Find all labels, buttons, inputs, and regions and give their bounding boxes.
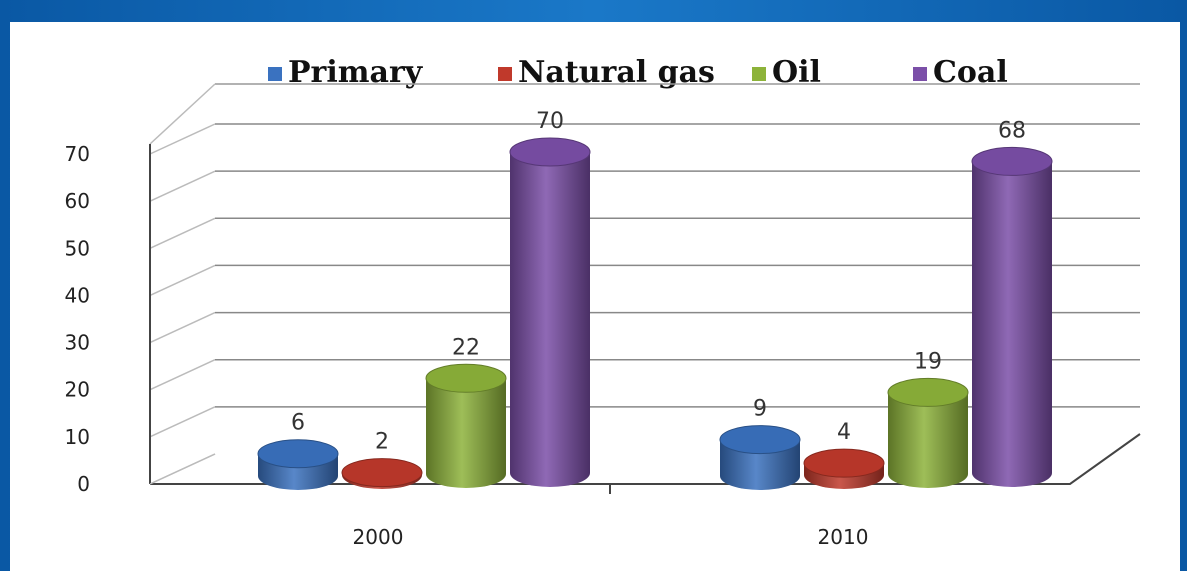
floor-edge bbox=[149, 453, 216, 485]
bar-primary-2000 bbox=[257, 439, 339, 490]
data-label: 19 bbox=[914, 349, 942, 374]
gridline-side bbox=[149, 359, 216, 391]
legend-swatch bbox=[268, 67, 282, 81]
x-category-label: 2010 bbox=[818, 525, 869, 549]
bar-primary-2010 bbox=[719, 425, 801, 490]
y-tick-label: 40 bbox=[65, 283, 90, 307]
bar-top bbox=[803, 448, 885, 478]
y-tick-label: 0 bbox=[77, 472, 90, 496]
y-tick-label: 50 bbox=[65, 236, 90, 260]
data-label: 22 bbox=[452, 335, 480, 360]
x-category-label: 2000 bbox=[353, 525, 404, 549]
legend-swatch bbox=[752, 67, 766, 81]
gridline-side bbox=[149, 311, 216, 344]
bar-body bbox=[888, 392, 968, 488]
bar-natural-gas-2000 bbox=[341, 458, 423, 489]
y-tick-label: 10 bbox=[65, 425, 90, 449]
bar-top bbox=[971, 146, 1053, 176]
bar-top bbox=[341, 458, 423, 488]
bar-natural-gas-2010 bbox=[803, 448, 885, 489]
y-tick-label: 30 bbox=[65, 331, 90, 355]
data-label: 2 bbox=[375, 430, 389, 455]
bar-top bbox=[257, 439, 339, 469]
gridline-side bbox=[149, 170, 216, 202]
bar-body bbox=[972, 161, 1052, 487]
bar-top bbox=[425, 363, 507, 393]
y-tick-label: 20 bbox=[65, 378, 90, 402]
bar-chart: Primary Natural gas Oil Coal 01020304050607… bbox=[65, 55, 1141, 549]
bar-top bbox=[887, 377, 969, 407]
data-label: 6 bbox=[291, 411, 305, 436]
legend-swatch bbox=[913, 67, 927, 81]
gridline-side bbox=[149, 123, 216, 155]
bar-coal-2000 bbox=[509, 137, 591, 487]
legend-swatch bbox=[498, 67, 512, 81]
data-label: 70 bbox=[536, 109, 564, 134]
bar-top bbox=[509, 137, 591, 167]
bar-body bbox=[426, 378, 506, 488]
chart-bars bbox=[257, 137, 1053, 490]
y-tick-label: 60 bbox=[65, 189, 90, 213]
bar-top bbox=[719, 425, 801, 455]
y-tick-label: 70 bbox=[65, 142, 90, 166]
data-label: 68 bbox=[998, 118, 1026, 143]
data-label: 4 bbox=[837, 420, 851, 445]
gridline-side bbox=[149, 83, 216, 145]
data-label: 9 bbox=[753, 397, 767, 422]
bar-oil-2000 bbox=[425, 363, 507, 488]
chart-panel: Primary Natural gas Oil Coal 0 10 20 30 40 50 60 7… bbox=[10, 22, 1180, 571]
bar-body bbox=[510, 152, 590, 487]
bar-oil-2010 bbox=[887, 377, 969, 488]
gridline-side bbox=[149, 217, 216, 249]
bar-coal-2010 bbox=[971, 146, 1053, 487]
gridline-side bbox=[149, 406, 216, 438]
gridline-side bbox=[149, 264, 216, 297]
